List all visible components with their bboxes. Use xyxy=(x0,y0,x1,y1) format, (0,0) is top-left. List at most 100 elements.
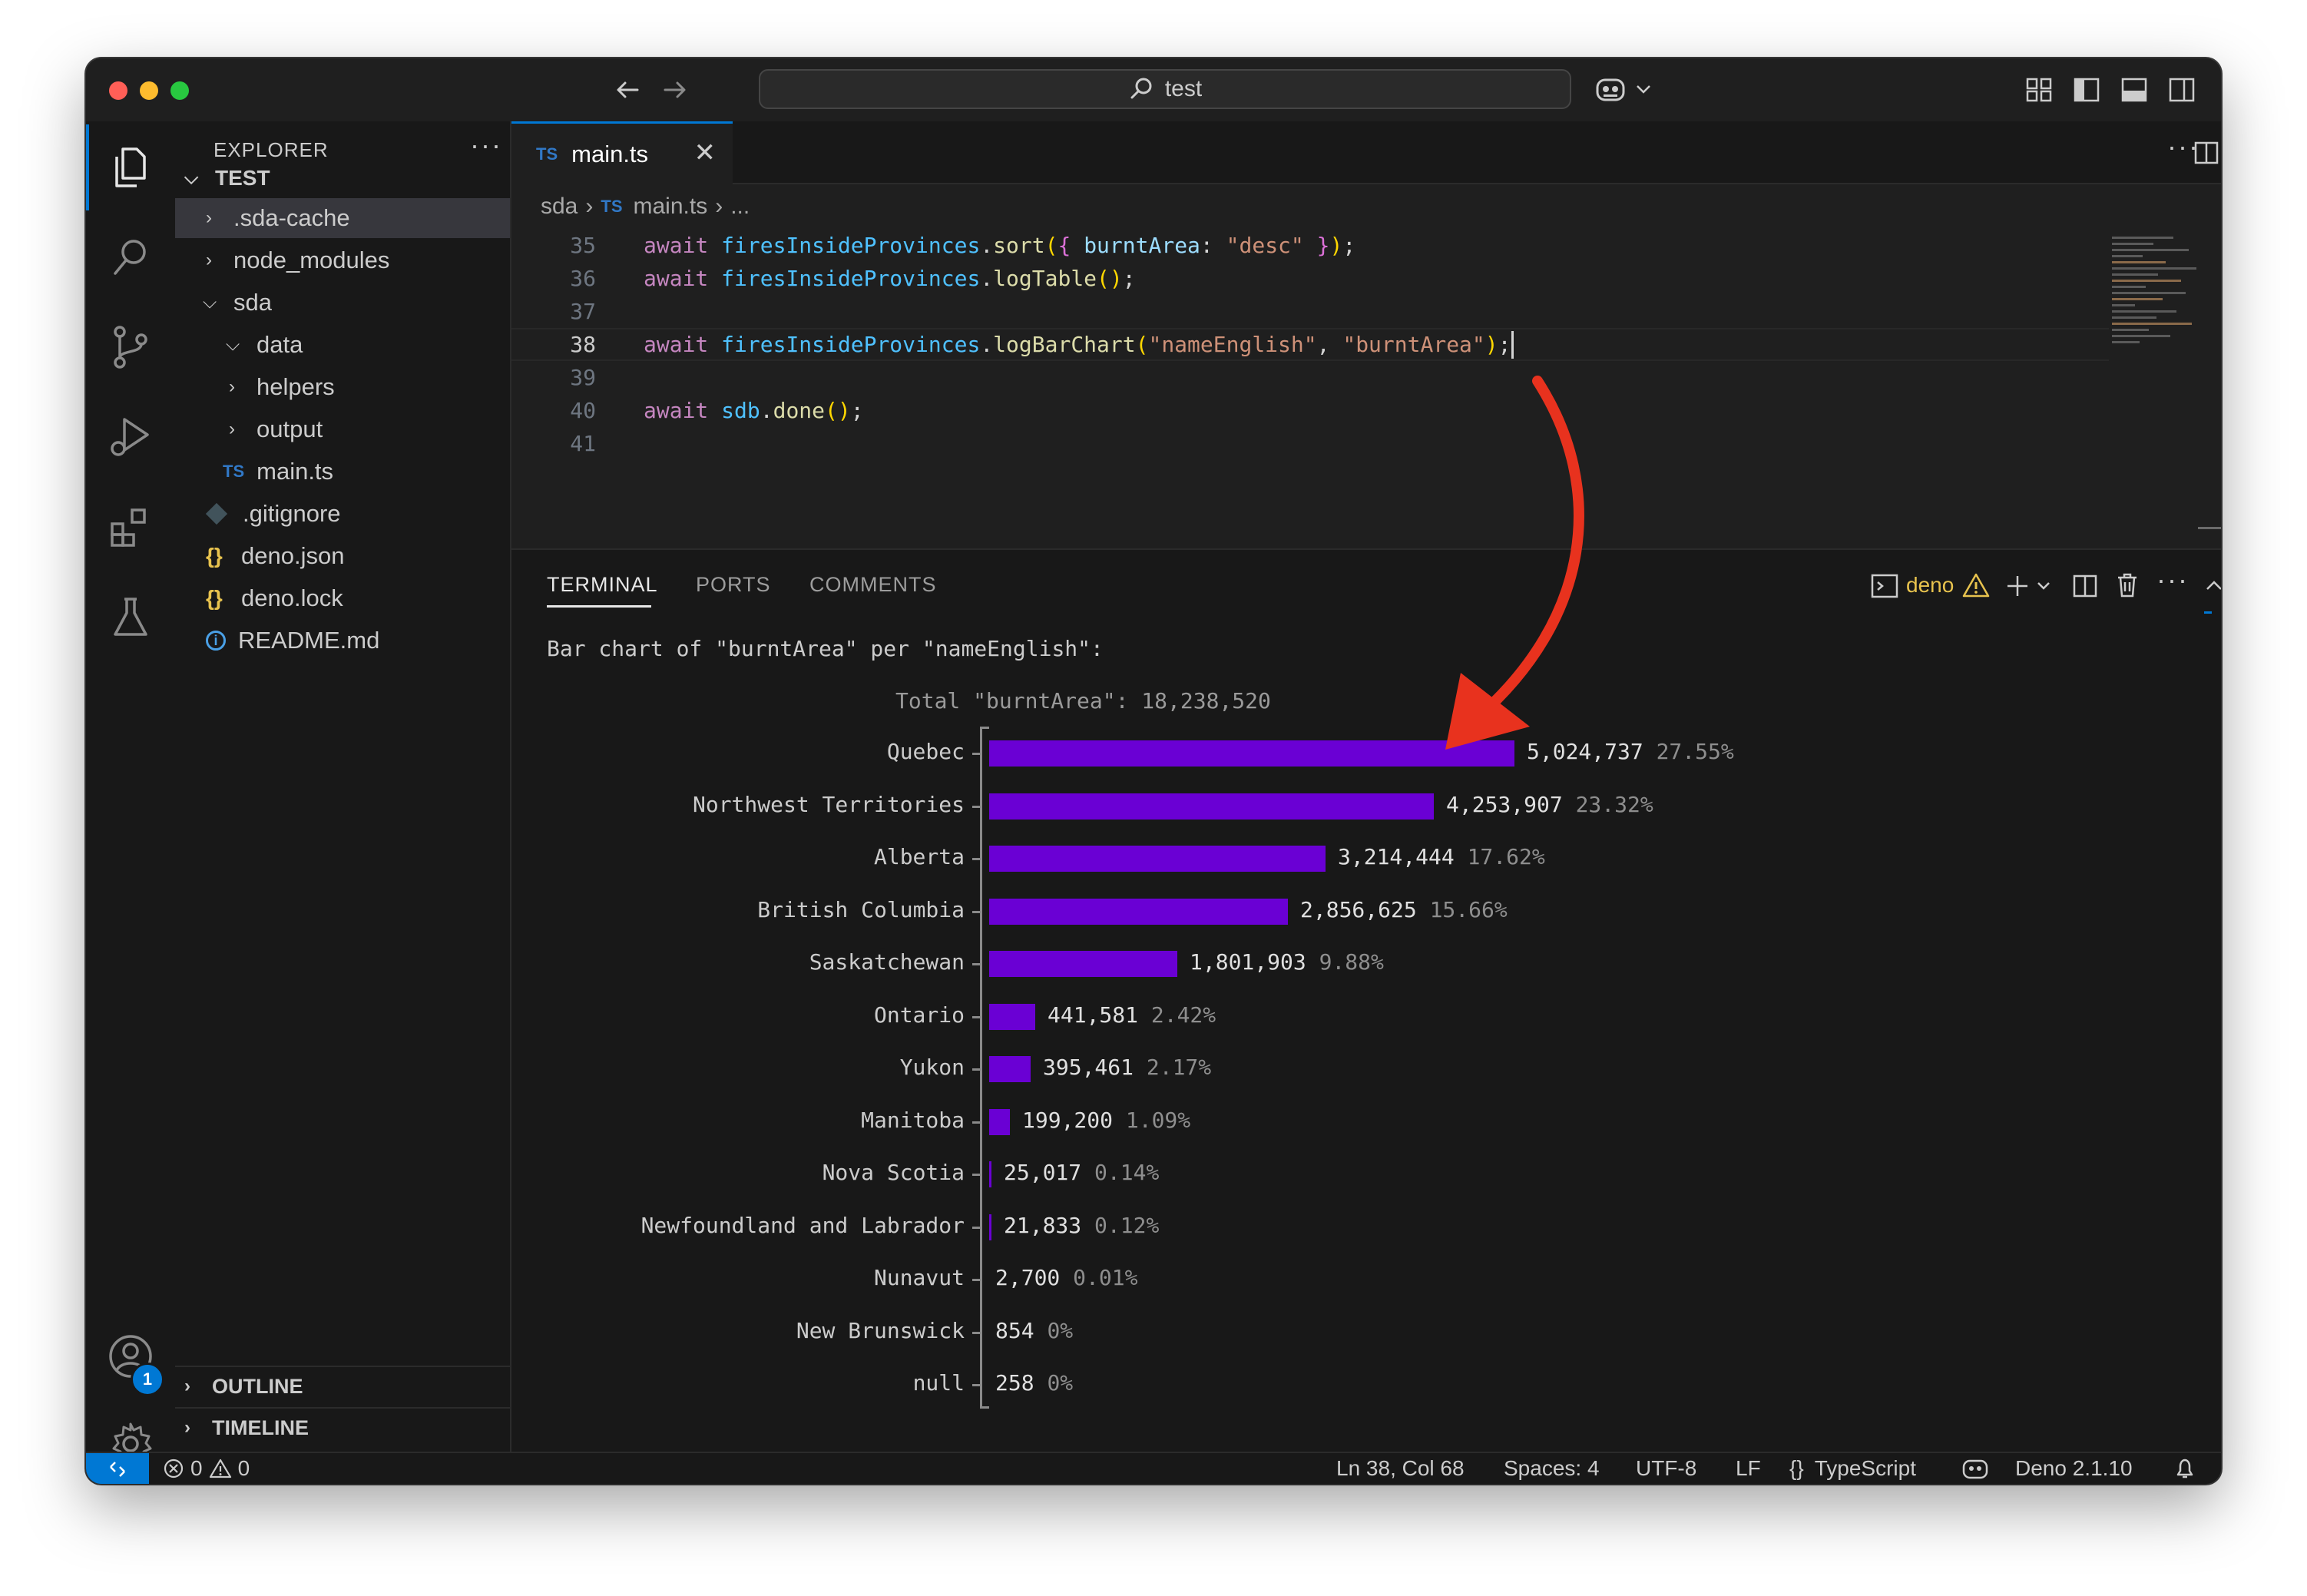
terminal-output[interactable]: Bar chart of "burntArea" per "nameEnglis… xyxy=(511,550,2221,1453)
scrollbar-marker xyxy=(2204,611,2212,614)
bar-percent: 0% xyxy=(1047,1370,1074,1396)
minimize-window-button[interactable] xyxy=(140,81,158,100)
bar-label: Ontario xyxy=(873,1002,965,1028)
typescript-file-icon: TS xyxy=(536,144,558,164)
tab-ports[interactable]: PORTS xyxy=(696,573,771,596)
toggle-panel-icon[interactable] xyxy=(2120,75,2149,104)
tree-item-helpers[interactable]: › helpers xyxy=(175,367,510,407)
tab-terminal[interactable]: TERMINAL xyxy=(547,573,658,596)
breadcrumb-symbol[interactable]: ... xyxy=(730,194,750,219)
indentation[interactable]: Spaces: 4 xyxy=(1504,1456,1600,1480)
close-icon[interactable]: ✕ xyxy=(693,138,717,167)
explorer-files-icon[interactable] xyxy=(106,143,155,192)
tree-item-main-ts[interactable]: TS main.ts xyxy=(175,452,510,492)
terminal-name[interactable]: deno xyxy=(1906,573,1954,597)
warning-count: 0 xyxy=(237,1456,250,1480)
copilot-icon[interactable] xyxy=(1594,74,1630,106)
add-terminal-icon[interactable] xyxy=(2004,573,2031,599)
trash-icon[interactable] xyxy=(2115,571,2140,599)
source-control-icon[interactable] xyxy=(106,323,155,372)
chart-axis-cap xyxy=(980,727,989,729)
cursor-position[interactable]: Ln 38, Col 68 xyxy=(1336,1456,1465,1480)
chevron-down-icon[interactable] xyxy=(2035,578,2052,594)
code-token: sdb xyxy=(721,398,760,423)
encoding[interactable]: UTF-8 xyxy=(1636,1456,1697,1480)
tree-item-node-modules[interactable]: › node_modules xyxy=(175,240,510,280)
extensions-icon[interactable] xyxy=(106,502,155,551)
chevron-down-icon[interactable] xyxy=(1634,80,1653,98)
bell-icon[interactable] xyxy=(2173,1456,2196,1481)
axis-tick xyxy=(972,1174,980,1176)
bar-percent: 0% xyxy=(1047,1317,1074,1343)
split-editor-icon[interactable] xyxy=(2193,140,2219,166)
axis-tick xyxy=(972,1331,980,1334)
chevron-right-icon: › xyxy=(206,250,212,270)
arrow-right-icon[interactable] xyxy=(660,75,690,104)
explorer-more-actions[interactable]: ··· xyxy=(470,129,502,161)
timeline-section[interactable]: › TIMELINE xyxy=(175,1407,510,1447)
bar-percent: 0.12% xyxy=(1094,1212,1160,1238)
chevron-right-icon: › xyxy=(585,194,594,219)
bar-label: Saskatchewan xyxy=(809,949,965,975)
chevron-up-icon[interactable] xyxy=(2204,576,2221,596)
arrow-left-icon[interactable] xyxy=(613,75,642,104)
workspace-root[interactable]: ⌵ TEST xyxy=(175,158,510,198)
language-mode[interactable]: {} TypeScript xyxy=(1789,1456,1916,1481)
tree-item-deno-json[interactable]: {} deno.json xyxy=(175,536,510,576)
command-center-search[interactable]: test xyxy=(759,69,1571,109)
customize-layout-icon[interactable] xyxy=(2024,75,2054,104)
toggle-secondary-sidebar-icon[interactable] xyxy=(2167,75,2196,104)
zoom-window-button[interactable] xyxy=(170,81,189,100)
warning-icon[interactable] xyxy=(1961,571,1991,599)
split-terminal-icon[interactable] xyxy=(2072,573,2098,599)
minimap-line xyxy=(2112,267,2196,270)
copilot-icon[interactable] xyxy=(1961,1456,1989,1481)
minimap[interactable] xyxy=(2112,235,2204,373)
minimap-line xyxy=(2112,292,2186,294)
code-token: sort xyxy=(993,233,1045,258)
tree-item-gitignore[interactable]: .gitignore xyxy=(175,494,510,534)
close-window-button[interactable] xyxy=(109,81,127,100)
breadcrumb-folder[interactable]: sda xyxy=(541,194,578,219)
editor-more-actions[interactable]: ··· xyxy=(2167,131,2199,162)
code-token: logBarChart xyxy=(993,332,1136,357)
code-token: done xyxy=(773,398,826,423)
tab-main-ts[interactable]: TS main.ts ✕ xyxy=(511,121,733,184)
code-token: { xyxy=(1058,233,1084,258)
minimap-line xyxy=(2112,310,2176,313)
code-token: ; xyxy=(850,398,864,423)
bar xyxy=(989,846,1326,872)
testing-flask-icon[interactable] xyxy=(106,593,155,642)
bar-value: 395,461 xyxy=(1043,1055,1147,1080)
code-token: "burntArea" xyxy=(1342,332,1485,357)
breadcrumb-file[interactable]: main.ts xyxy=(633,194,708,219)
explorer-title: EXPLORER xyxy=(213,138,329,161)
panel-more-actions[interactable]: ··· xyxy=(2156,564,2189,595)
tree-item-sda[interactable]: ⌵ sda xyxy=(175,283,510,323)
search-icon xyxy=(1130,78,1152,99)
outline-section[interactable]: › OUTLINE xyxy=(175,1366,510,1406)
bar-label: Nova Scotia xyxy=(822,1160,965,1185)
line-number: 35 xyxy=(570,233,596,258)
tree-item-readme[interactable]: i README.md xyxy=(175,621,510,661)
editor-area: TS main.ts ✕ ··· sda › TS main.ts › ... … xyxy=(511,121,2221,548)
error-count: 0 xyxy=(190,1456,203,1480)
end-of-line[interactable]: LF xyxy=(1736,1456,1761,1480)
tree-item-output[interactable]: › output xyxy=(175,409,510,449)
problems-indicator[interactable]: 0 0 xyxy=(163,1456,250,1481)
deno-version[interactable]: Deno 2.1.10 xyxy=(2015,1456,2133,1480)
code-token: ; xyxy=(1498,332,1511,357)
tree-item-deno-lock[interactable]: {} deno.lock xyxy=(175,578,510,618)
search-icon[interactable] xyxy=(106,233,155,283)
line-number: 38 xyxy=(570,332,596,357)
run-debug-icon[interactable] xyxy=(106,412,155,461)
bar-label: Newfoundland and Labrador xyxy=(640,1212,965,1238)
tab-comments[interactable]: COMMENTS xyxy=(809,573,937,596)
tree-item-data[interactable]: ⌵ data xyxy=(175,325,510,365)
bar xyxy=(989,1161,991,1187)
remote-indicator[interactable] xyxy=(86,1453,149,1484)
toggle-primary-sidebar-icon[interactable] xyxy=(2072,75,2101,104)
bar-percent: 9.88% xyxy=(1319,949,1384,975)
breadcrumb: sda › TS main.ts › ... xyxy=(541,194,750,220)
tree-item-sda-cache[interactable]: › .sda-cache xyxy=(175,198,510,238)
